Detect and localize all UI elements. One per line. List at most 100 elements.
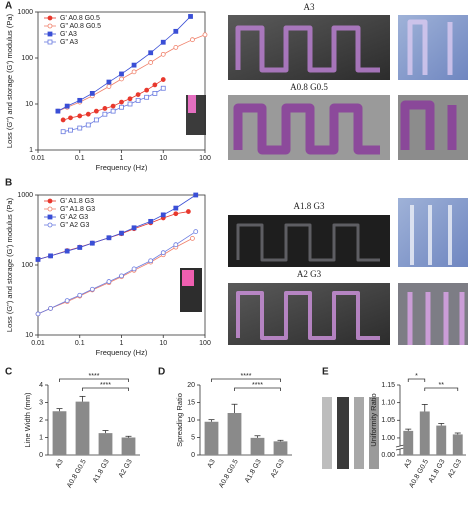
marker (89, 90, 95, 96)
marker (119, 230, 124, 236)
marker (89, 240, 95, 246)
significance-label: **** (252, 382, 263, 389)
y-tick-label: 10 (187, 417, 195, 424)
x-tick-label: A0.8 G0.5 (66, 458, 88, 489)
marker (135, 97, 141, 103)
marker (68, 127, 73, 133)
bar (419, 411, 430, 455)
strip-images (322, 397, 379, 469)
marker (77, 113, 83, 119)
marker (106, 279, 112, 284)
marker (160, 39, 166, 45)
printed-line (236, 223, 380, 262)
y-tick-label: 1.15 (381, 382, 395, 389)
significance-bracket (211, 378, 281, 382)
legend-marker (47, 214, 53, 220)
marker (102, 106, 108, 111)
bar (403, 430, 414, 455)
legend-label: G' A3 (60, 31, 77, 38)
y-tick-label: 10 (25, 332, 33, 339)
x-tick-label: 100 (199, 340, 211, 347)
strip (354, 397, 364, 469)
bar (204, 421, 219, 455)
significance-bracket (82, 387, 129, 391)
inset-photo (188, 95, 196, 113)
y-tick-label: 15 (187, 399, 195, 406)
marker (35, 311, 41, 317)
marker (127, 101, 133, 107)
series-line (37, 231, 196, 315)
marker (60, 129, 66, 135)
marker (85, 122, 91, 128)
y-tick-label: 20 (187, 382, 195, 389)
marker (202, 32, 208, 38)
legend-label: G' A1.8 G3 (60, 198, 94, 205)
photo (398, 198, 468, 267)
printed-line (235, 25, 380, 73)
marker (64, 248, 70, 254)
marker (48, 305, 53, 311)
marker (119, 273, 124, 279)
marker (131, 266, 137, 272)
panel-label: D (158, 367, 165, 378)
marker (93, 108, 99, 114)
printed-line (400, 100, 457, 150)
significance-label: * (415, 373, 418, 380)
legend-label: G" A2 G3 (60, 222, 89, 229)
significance-bracket (234, 387, 281, 391)
marker (148, 60, 154, 65)
marker (119, 71, 124, 77)
marker (160, 77, 166, 82)
marker (190, 235, 195, 241)
marker (188, 14, 193, 19)
marker (152, 82, 158, 88)
legend-marker (47, 31, 53, 37)
legend-marker (47, 23, 53, 29)
marker (119, 104, 124, 110)
y-tick-label: 5 (191, 434, 195, 441)
y-tick-label: 100 (21, 55, 33, 62)
x-tick-label: 1 (120, 155, 124, 162)
x-tick-label: 1 (120, 340, 124, 347)
panel-label: B (5, 178, 12, 189)
legend-marker (47, 222, 53, 228)
legend-label: G" A3 (60, 39, 78, 46)
marker (160, 250, 166, 256)
printed-line (407, 19, 453, 75)
x-tick-label: 0.01 (31, 340, 45, 347)
marker (110, 108, 116, 114)
bar (273, 441, 288, 455)
y-tick-label: 1000 (17, 9, 33, 16)
strip (337, 397, 349, 469)
inset-photo (182, 270, 194, 286)
bar (98, 433, 113, 455)
marker (173, 28, 179, 34)
significance-label: **** (89, 373, 100, 380)
y-tick-label: 3 (39, 399, 43, 406)
marker (119, 76, 124, 82)
x-axis-label: Frequency (Hz) (96, 348, 148, 357)
bar (121, 437, 136, 455)
x-tick-label: A3 (54, 458, 64, 469)
marker (193, 192, 199, 198)
marker (60, 117, 66, 123)
y-axis-label: Loss (G") and storage (G') modulus (Pa) (5, 197, 14, 332)
marker (131, 69, 137, 75)
panel-label: A (5, 1, 12, 12)
image-label: A1.8 G3 (294, 201, 325, 211)
x-tick-label: 0.1 (75, 340, 85, 347)
legend-marker (47, 198, 53, 204)
legend-label: G" A1.8 G3 (60, 206, 95, 213)
x-tick-label: A2 G3 (270, 458, 286, 479)
printed-line (410, 205, 452, 265)
y-tick-label: 2 (39, 417, 43, 424)
strip (322, 397, 332, 469)
bar (52, 411, 67, 455)
marker (152, 90, 158, 96)
marker (119, 99, 124, 105)
x-tick-label: 10 (159, 155, 167, 162)
marker (77, 97, 83, 103)
x-tick-label: 0.01 (31, 155, 45, 162)
marker (93, 117, 99, 123)
